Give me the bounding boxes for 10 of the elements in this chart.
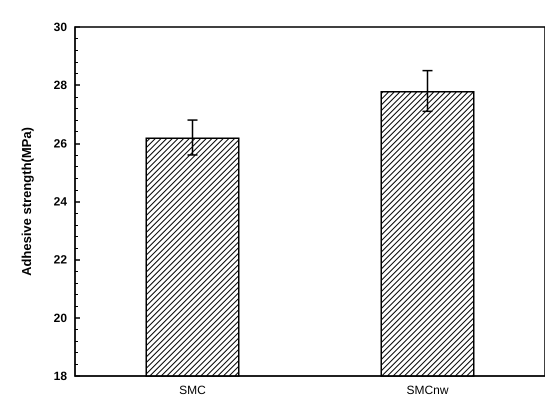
x-tick-label: SMCnw (406, 383, 449, 397)
y-tick-label: 20 (54, 310, 68, 325)
y-tick-label: 26 (54, 136, 68, 150)
y-tick-label: 28 (54, 78, 68, 92)
x-tick-label: SMC (179, 383, 206, 397)
y-tick-label: 24 (54, 194, 68, 208)
y-tick-label: 30 (54, 20, 68, 34)
y-axis-title: Adhesive strength(MPa) (19, 127, 34, 276)
y-tick-label: 22 (54, 252, 68, 267)
y-tick-label: 18 (54, 369, 68, 383)
